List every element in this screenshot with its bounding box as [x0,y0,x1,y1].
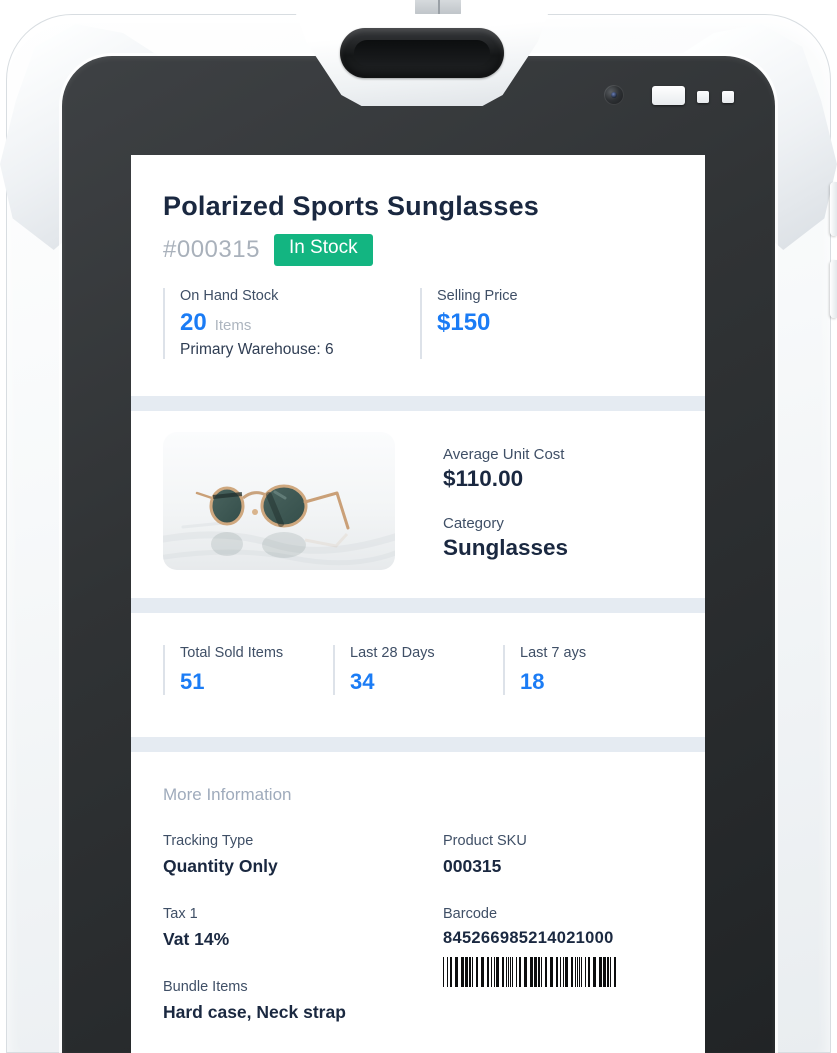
product-sku-label: Product SKU [443,833,527,849]
tracking-type-item: Tracking Type Quantity Only [163,833,443,877]
avg-unit-cost-value: $110.00 [443,466,524,491]
product-detail-screen[interactable]: Polarized Sports Sunglasses #000315 In S… [131,155,705,1053]
more-info-right-column: Product SKU 000315 Barcode 8452669852140… [443,833,673,1052]
category-label: Category [443,515,504,532]
product-header-card: Polarized Sports Sunglasses #000315 In S… [131,155,705,396]
on-hand-stock-stat: On Hand Stock 20 Items Primary Warehouse… [163,287,420,359]
product-image-card: Average Unit Cost $110.00 Category Sungl… [131,411,705,598]
total-sold-value: 51 [180,669,205,694]
section-divider-band [131,737,705,752]
barcode-item: Barcode 845266985214021000 [443,906,673,987]
selling-price-label: Selling Price [437,287,518,304]
tax-label: Tax 1 [163,906,198,922]
category-value: Sunglasses [443,535,569,560]
on-hand-stock-unit: Items [214,316,252,334]
selling-price-value: $150 [437,308,491,336]
primary-warehouse-text: Primary Warehouse: 6 [180,340,334,358]
proximity-sensor [697,91,709,103]
product-sku-item: Product SKU 000315 [443,833,673,877]
last-7-days-stat: Last 7 ays 18 [503,645,673,695]
product-id: #000315 [163,235,260,263]
bundle-items-value: Hard case, Neck strap [163,1002,346,1022]
bundle-items-item: Bundle Items Hard case, Neck strap [163,979,443,1023]
front-camera-icon [604,85,624,105]
tax-value: Vat 14% [163,929,230,949]
sku-row: #000315 In Stock [163,234,673,266]
section-divider-band [131,396,705,411]
barcode-number: 845266985214021000 [443,929,614,947]
barcode-scanner-window [340,28,504,78]
last-7-days-label: Last 7 ays [520,645,587,661]
more-information-card: More Information Tracking Type Quantity … [131,752,705,1052]
last-28-days-stat: Last 28 Days 34 [333,645,503,695]
top-antenna-tab [415,0,461,18]
cost-category-column: Average Unit Cost $110.00 Category Sungl… [443,432,568,577]
side-button-lower [830,260,837,318]
avg-unit-cost-label: Average Unit Cost [443,446,565,463]
status-badge: In Stock [273,234,373,266]
bundle-items-label: Bundle Items [163,979,248,995]
tracking-type-label: Tracking Type [163,833,254,849]
page-title: Polarized Sports Sunglasses [163,191,540,221]
section-divider-band [131,598,705,613]
product-sku-value: 000315 [443,856,502,876]
product-photo [163,432,395,570]
flash-sensor [652,86,685,105]
on-hand-stock-value: 20 [180,308,207,336]
selling-price-stat: Selling Price $150 [420,287,518,359]
last-28-days-label: Last 28 Days [350,645,435,661]
more-info-left-column: Tracking Type Quantity Only Tax 1 Vat 14… [163,833,443,1052]
last-7-days-value: 18 [520,669,545,694]
stock-price-row: On Hand Stock 20 Items Primary Warehouse… [163,287,673,359]
tax-item: Tax 1 Vat 14% [163,906,443,950]
barcode-graphic [443,957,673,987]
more-information-heading: More Information [163,785,292,804]
tracking-type-value: Quantity Only [163,856,278,876]
light-sensor [722,91,734,103]
total-sold-stat: Total Sold Items 51 [163,645,333,695]
side-button-upper [830,182,837,236]
barcode-label: Barcode [443,906,498,922]
last-28-days-value: 34 [350,669,375,694]
sales-stats-card: Total Sold Items 51 Last 28 Days 34 Last… [131,613,705,737]
total-sold-label: Total Sold Items [180,645,284,661]
on-hand-stock-label: On Hand Stock [180,287,279,304]
